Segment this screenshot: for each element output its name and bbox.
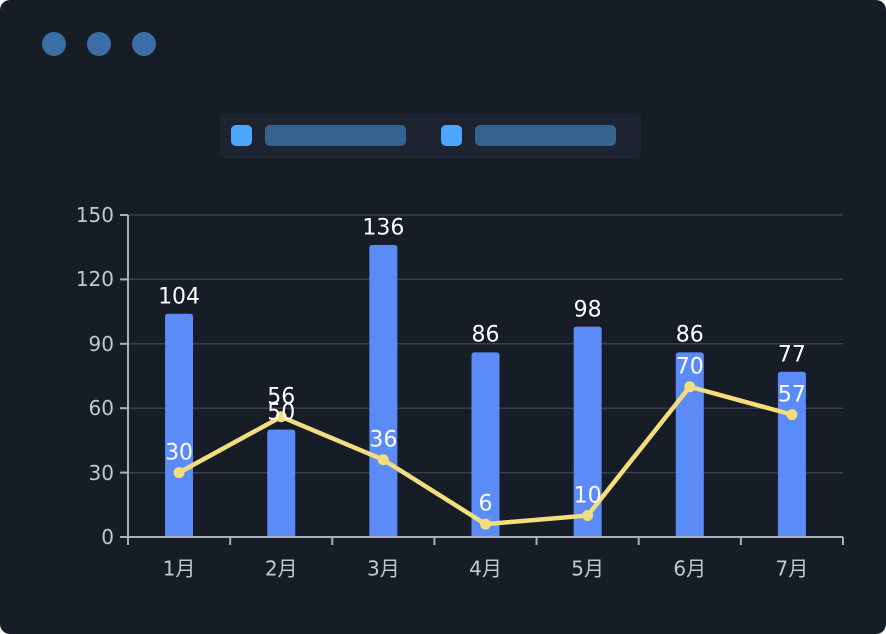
legend-label-placeholder <box>475 125 616 146</box>
x-axis-category-label: 6月 <box>673 556 707 581</box>
line-value-label: 57 <box>777 382 806 408</box>
line-point[interactable] <box>480 518 491 530</box>
window-dot-icon[interactable] <box>132 32 156 56</box>
bar-value-label: 86 <box>675 322 704 348</box>
line-value-label: 70 <box>675 354 704 380</box>
x-axis-category-label: 2月 <box>264 556 298 581</box>
line-value-label: 56 <box>267 384 296 410</box>
bar-value-label: 77 <box>777 342 806 368</box>
line-point[interactable] <box>173 467 185 479</box>
bar-column[interactable] <box>471 352 500 537</box>
line-value-label: 10 <box>573 483 602 509</box>
line-point[interactable] <box>377 454 389 466</box>
bar-value-label: 136 <box>362 215 405 241</box>
bar-column[interactable] <box>165 313 194 537</box>
legend-label-placeholder <box>265 125 406 146</box>
line-point[interactable] <box>684 381 696 393</box>
bar-value-label: 98 <box>573 297 602 323</box>
legend-swatch-icon <box>441 125 462 146</box>
y-axis-tick-label: 150 <box>75 203 114 227</box>
legend-item-bar-series[interactable] <box>231 125 406 146</box>
window-titlebar <box>42 32 156 56</box>
x-axis-category-label: 1月 <box>162 556 196 581</box>
bar-column[interactable] <box>573 326 602 537</box>
window-dot-icon[interactable] <box>87 32 111 56</box>
bar-column[interactable] <box>267 429 296 537</box>
bar-column[interactable] <box>369 245 398 537</box>
line-value-label: 6 <box>478 491 493 517</box>
x-axis-category-label: 5月 <box>571 556 605 581</box>
y-axis-tick-label: 90 <box>88 331 114 356</box>
line-point[interactable] <box>582 510 594 522</box>
line-point[interactable] <box>786 409 798 421</box>
line-value-label: 36 <box>369 427 398 453</box>
legend-item-line-series[interactable] <box>441 125 616 146</box>
line-value-label: 30 <box>165 440 194 466</box>
y-axis-tick-label: 60 <box>88 396 114 421</box>
x-axis-category-label: 4月 <box>469 556 502 581</box>
line-point[interactable] <box>275 411 287 423</box>
y-axis-tick-label: 0 <box>101 525 114 549</box>
y-axis-tick-label: 120 <box>75 267 114 292</box>
bar-value-label: 86 <box>471 322 500 348</box>
y-axis-tick-label: 30 <box>88 460 114 485</box>
legend-swatch-icon <box>231 125 252 146</box>
x-axis-category-label: 7月 <box>775 556 809 581</box>
bar-column[interactable] <box>675 352 704 537</box>
window-dot-icon[interactable] <box>42 32 66 56</box>
bar-value-label: 104 <box>158 284 201 310</box>
bar-value-label: 50 <box>267 400 296 426</box>
chart-legend <box>220 113 641 158</box>
x-axis-category-label: 3月 <box>366 556 400 581</box>
